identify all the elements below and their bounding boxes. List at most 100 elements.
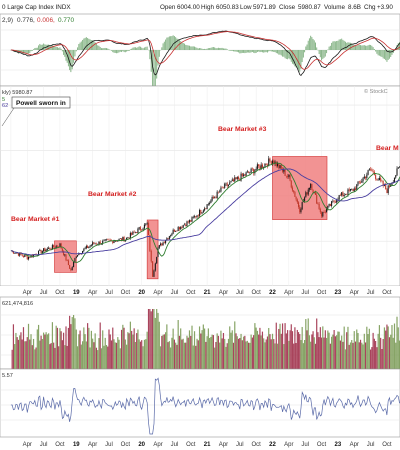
macd-hist-bar: [50, 46, 52, 50]
volume-bar: [131, 330, 133, 369]
price-bar: [188, 220, 191, 223]
volume-bar: [25, 341, 27, 369]
price-bar: [297, 202, 300, 207]
x-tick-label-bottom: Jul: [171, 442, 179, 448]
price-bar: [122, 237, 124, 241]
macd-hist-bar: [111, 50, 113, 51]
price-bar: [118, 238, 120, 241]
macd-hist-bar: [278, 50, 280, 55]
volume-bar: [362, 344, 364, 369]
macd-hist-bar: [170, 36, 172, 50]
price-bar: [139, 227, 141, 230]
macd-hist-bar: [31, 50, 33, 51]
macd-hist-bar: [150, 50, 152, 72]
macd-hist-bar: [337, 40, 339, 50]
price-bar: [149, 235, 151, 251]
price-legend-line2: 5: [2, 97, 5, 103]
moving-average-fast: [10, 162, 400, 263]
macd-hist-bar: [156, 50, 158, 79]
macd-hist-bar: [59, 47, 61, 50]
price-bar: [88, 246, 90, 249]
volume-bar: [16, 337, 18, 369]
volume-bar: [248, 342, 250, 369]
macd-hist-bar: [396, 45, 398, 50]
volume-bar: [203, 328, 206, 369]
macd-hist-bar: [54, 46, 56, 50]
price-bar: [92, 242, 94, 246]
price-bar: [333, 200, 335, 202]
volume-bar: [295, 343, 297, 369]
x-axis: Apr Jul Oct 19 Apr Jul Oct 20 Apr Jul Oct 21 Apr Jul O…: [23, 290, 400, 296]
volume-bar: [163, 334, 165, 369]
macd-hist-bar: [178, 40, 180, 50]
price-bar: [113, 241, 115, 243]
volume-bar: [80, 344, 82, 369]
volume-bar: [221, 338, 223, 369]
price-bar: [234, 177, 236, 182]
macd-hist-bar: [397, 43, 399, 50]
bear-market-4-label: Bear M: [376, 145, 399, 152]
macd-hist-bar: [264, 50, 266, 53]
high-value: 6050.83: [216, 4, 239, 11]
price-bar: [357, 181, 359, 185]
price-bar: [253, 169, 255, 174]
price-bar: [199, 210, 201, 216]
macd-hist-bar: [165, 39, 167, 50]
macd-hist-bar: [255, 50, 257, 53]
volume-bar: [231, 330, 233, 369]
macd-hist-bar: [157, 50, 159, 66]
volume-bar: [397, 327, 399, 369]
x-tick-label-bottom: Jul: [367, 442, 375, 448]
macd-hist-bar: [314, 42, 316, 50]
volume-bar: [280, 333, 282, 369]
x-tick-label-bottom: Jul: [301, 442, 309, 448]
volume-bar: [373, 338, 375, 369]
price-bar: [301, 202, 303, 210]
volume-bar: [162, 334, 164, 369]
volume-bar: [122, 324, 124, 369]
price-bar: [162, 242, 164, 246]
price-bar: [177, 227, 179, 232]
price-bar: [19, 252, 21, 256]
macd-hist-bar: [199, 48, 201, 50]
price-bar: [180, 226, 182, 230]
volume-bar: [245, 341, 247, 369]
macd-hist-bar: [75, 50, 77, 52]
price-bar: [305, 192, 307, 198]
macd-hist-bar: [275, 50, 277, 54]
volume-bar: [62, 332, 65, 369]
macd-hist-bar: [285, 50, 287, 59]
x-tick-label: Apr: [153, 290, 162, 296]
macd-hist-bar: [196, 47, 198, 50]
volume-bar: [146, 331, 148, 369]
volume-bar: [187, 337, 189, 369]
x-tick-label: Jul: [301, 290, 309, 296]
x-tick-label-bottom: Jul: [40, 442, 48, 448]
volume-bar: [145, 339, 147, 369]
volume-bar: [58, 346, 60, 369]
price-bar: [158, 245, 160, 248]
volume-bar: [142, 346, 144, 369]
macd-hist-bar: [323, 50, 325, 58]
volume-bar: [119, 348, 121, 369]
price-bar: [351, 188, 353, 190]
macd-hist-bar: [34, 48, 36, 50]
price-bar: [226, 183, 228, 186]
bear-market-3-label: Bear Market #3: [218, 126, 267, 133]
price-bar: [94, 243, 96, 245]
macd-hist-bar: [73, 50, 75, 63]
volume-bar: [141, 340, 143, 369]
macd-hist-bar: [217, 47, 219, 50]
price-bar: [190, 220, 192, 222]
price-bar: [245, 172, 247, 176]
volume-bar: [318, 337, 320, 369]
price-bar: [261, 164, 263, 168]
macd-hist-bar: [300, 50, 302, 69]
macd-hist-bar: [311, 37, 313, 50]
macd-hist-bar: [240, 50, 242, 54]
price-bar: [20, 252, 22, 255]
macd-hist-bar: [294, 50, 296, 67]
volume-bar: [230, 332, 232, 369]
macd-hist-bar: [302, 50, 304, 58]
macd-hist-bar: [274, 50, 276, 53]
